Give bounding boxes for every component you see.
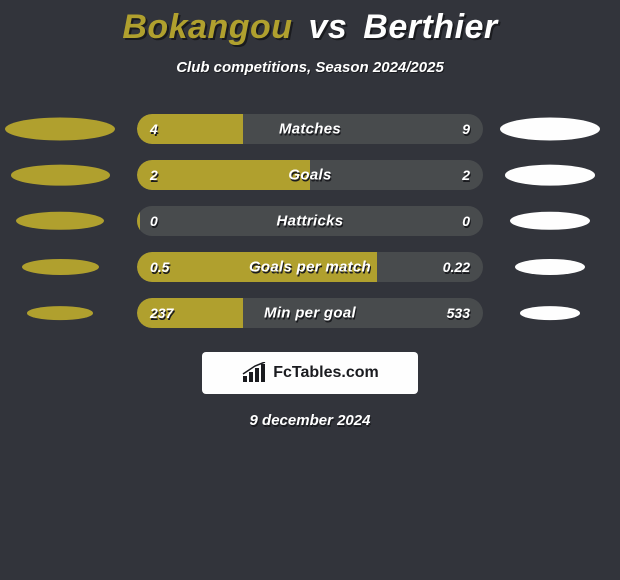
stat-value-left: 0 [150, 213, 158, 229]
stat-value-right: 533 [447, 305, 470, 321]
stat-row: Min per goal237 533 [0, 298, 620, 328]
stat-row: Matches4 9 [0, 114, 620, 144]
title-vs: vs [309, 8, 348, 46]
logo-box: FcTables.com [202, 352, 418, 394]
stat-label: Goals [0, 167, 620, 184]
stat-value-right: 2 [462, 167, 470, 183]
title-player2: Berthier [363, 8, 497, 46]
page-title: Bokangou vs Berthier [0, 0, 620, 47]
date-label: 9 december 2024 [0, 412, 620, 429]
logo-text: FcTables.com [273, 364, 379, 382]
stat-value-left: 2 [150, 167, 158, 183]
stat-row: Goals2 2 [0, 160, 620, 190]
stat-value-left: 0.5 [150, 259, 169, 275]
stat-value-right: 0.22 [443, 259, 470, 275]
stats-container: Matches4 9 Goals2 2 Hattricks0 0 Goals per mat… [0, 114, 620, 328]
stat-value-right: 0 [462, 213, 470, 229]
barchart-icon [241, 362, 267, 384]
stat-label: Goals per match [0, 259, 620, 276]
stat-label: Hattricks [0, 213, 620, 230]
stat-label: Matches [0, 121, 620, 138]
stat-row: Goals per match0.5 0.22 [0, 252, 620, 282]
stat-value-right: 9 [462, 121, 470, 137]
stat-label: Min per goal [0, 305, 620, 322]
subtitle: Club competitions, Season 2024/2025 [0, 59, 620, 76]
stat-value-left: 237 [150, 305, 173, 321]
stat-value-left: 4 [150, 121, 158, 137]
stat-row: Hattricks0 0 [0, 206, 620, 236]
title-player1: Bokangou [122, 8, 292, 46]
